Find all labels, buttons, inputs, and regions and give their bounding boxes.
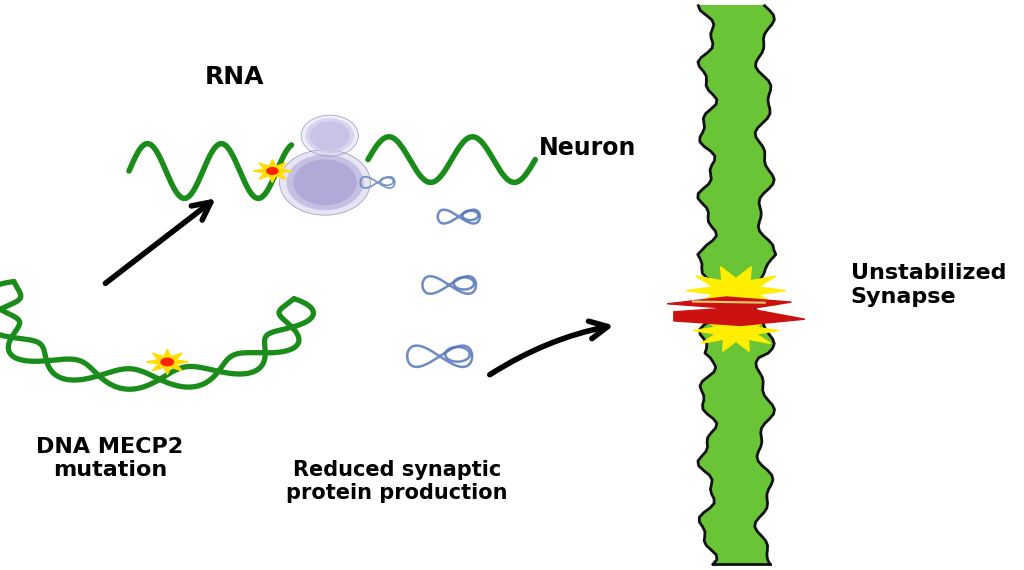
Polygon shape [693, 310, 779, 351]
Polygon shape [697, 6, 776, 564]
Ellipse shape [305, 118, 354, 153]
Polygon shape [668, 297, 792, 310]
Ellipse shape [309, 121, 350, 150]
Polygon shape [253, 160, 292, 182]
Ellipse shape [280, 149, 371, 215]
Ellipse shape [301, 115, 358, 156]
Circle shape [267, 168, 278, 174]
Polygon shape [674, 307, 805, 325]
Circle shape [161, 359, 173, 366]
Polygon shape [686, 267, 785, 315]
Text: DNA MECP2
mutation: DNA MECP2 mutation [37, 437, 183, 481]
Text: Reduced synaptic
protein production: Reduced synaptic protein production [286, 460, 508, 503]
Text: RNA: RNA [205, 65, 264, 89]
Polygon shape [697, 6, 776, 564]
Polygon shape [146, 349, 188, 374]
Ellipse shape [287, 154, 364, 210]
Ellipse shape [293, 160, 356, 205]
Text: Neuron: Neuron [539, 136, 637, 160]
Text: Unstabilized
Synapse: Unstabilized Synapse [851, 263, 1007, 307]
